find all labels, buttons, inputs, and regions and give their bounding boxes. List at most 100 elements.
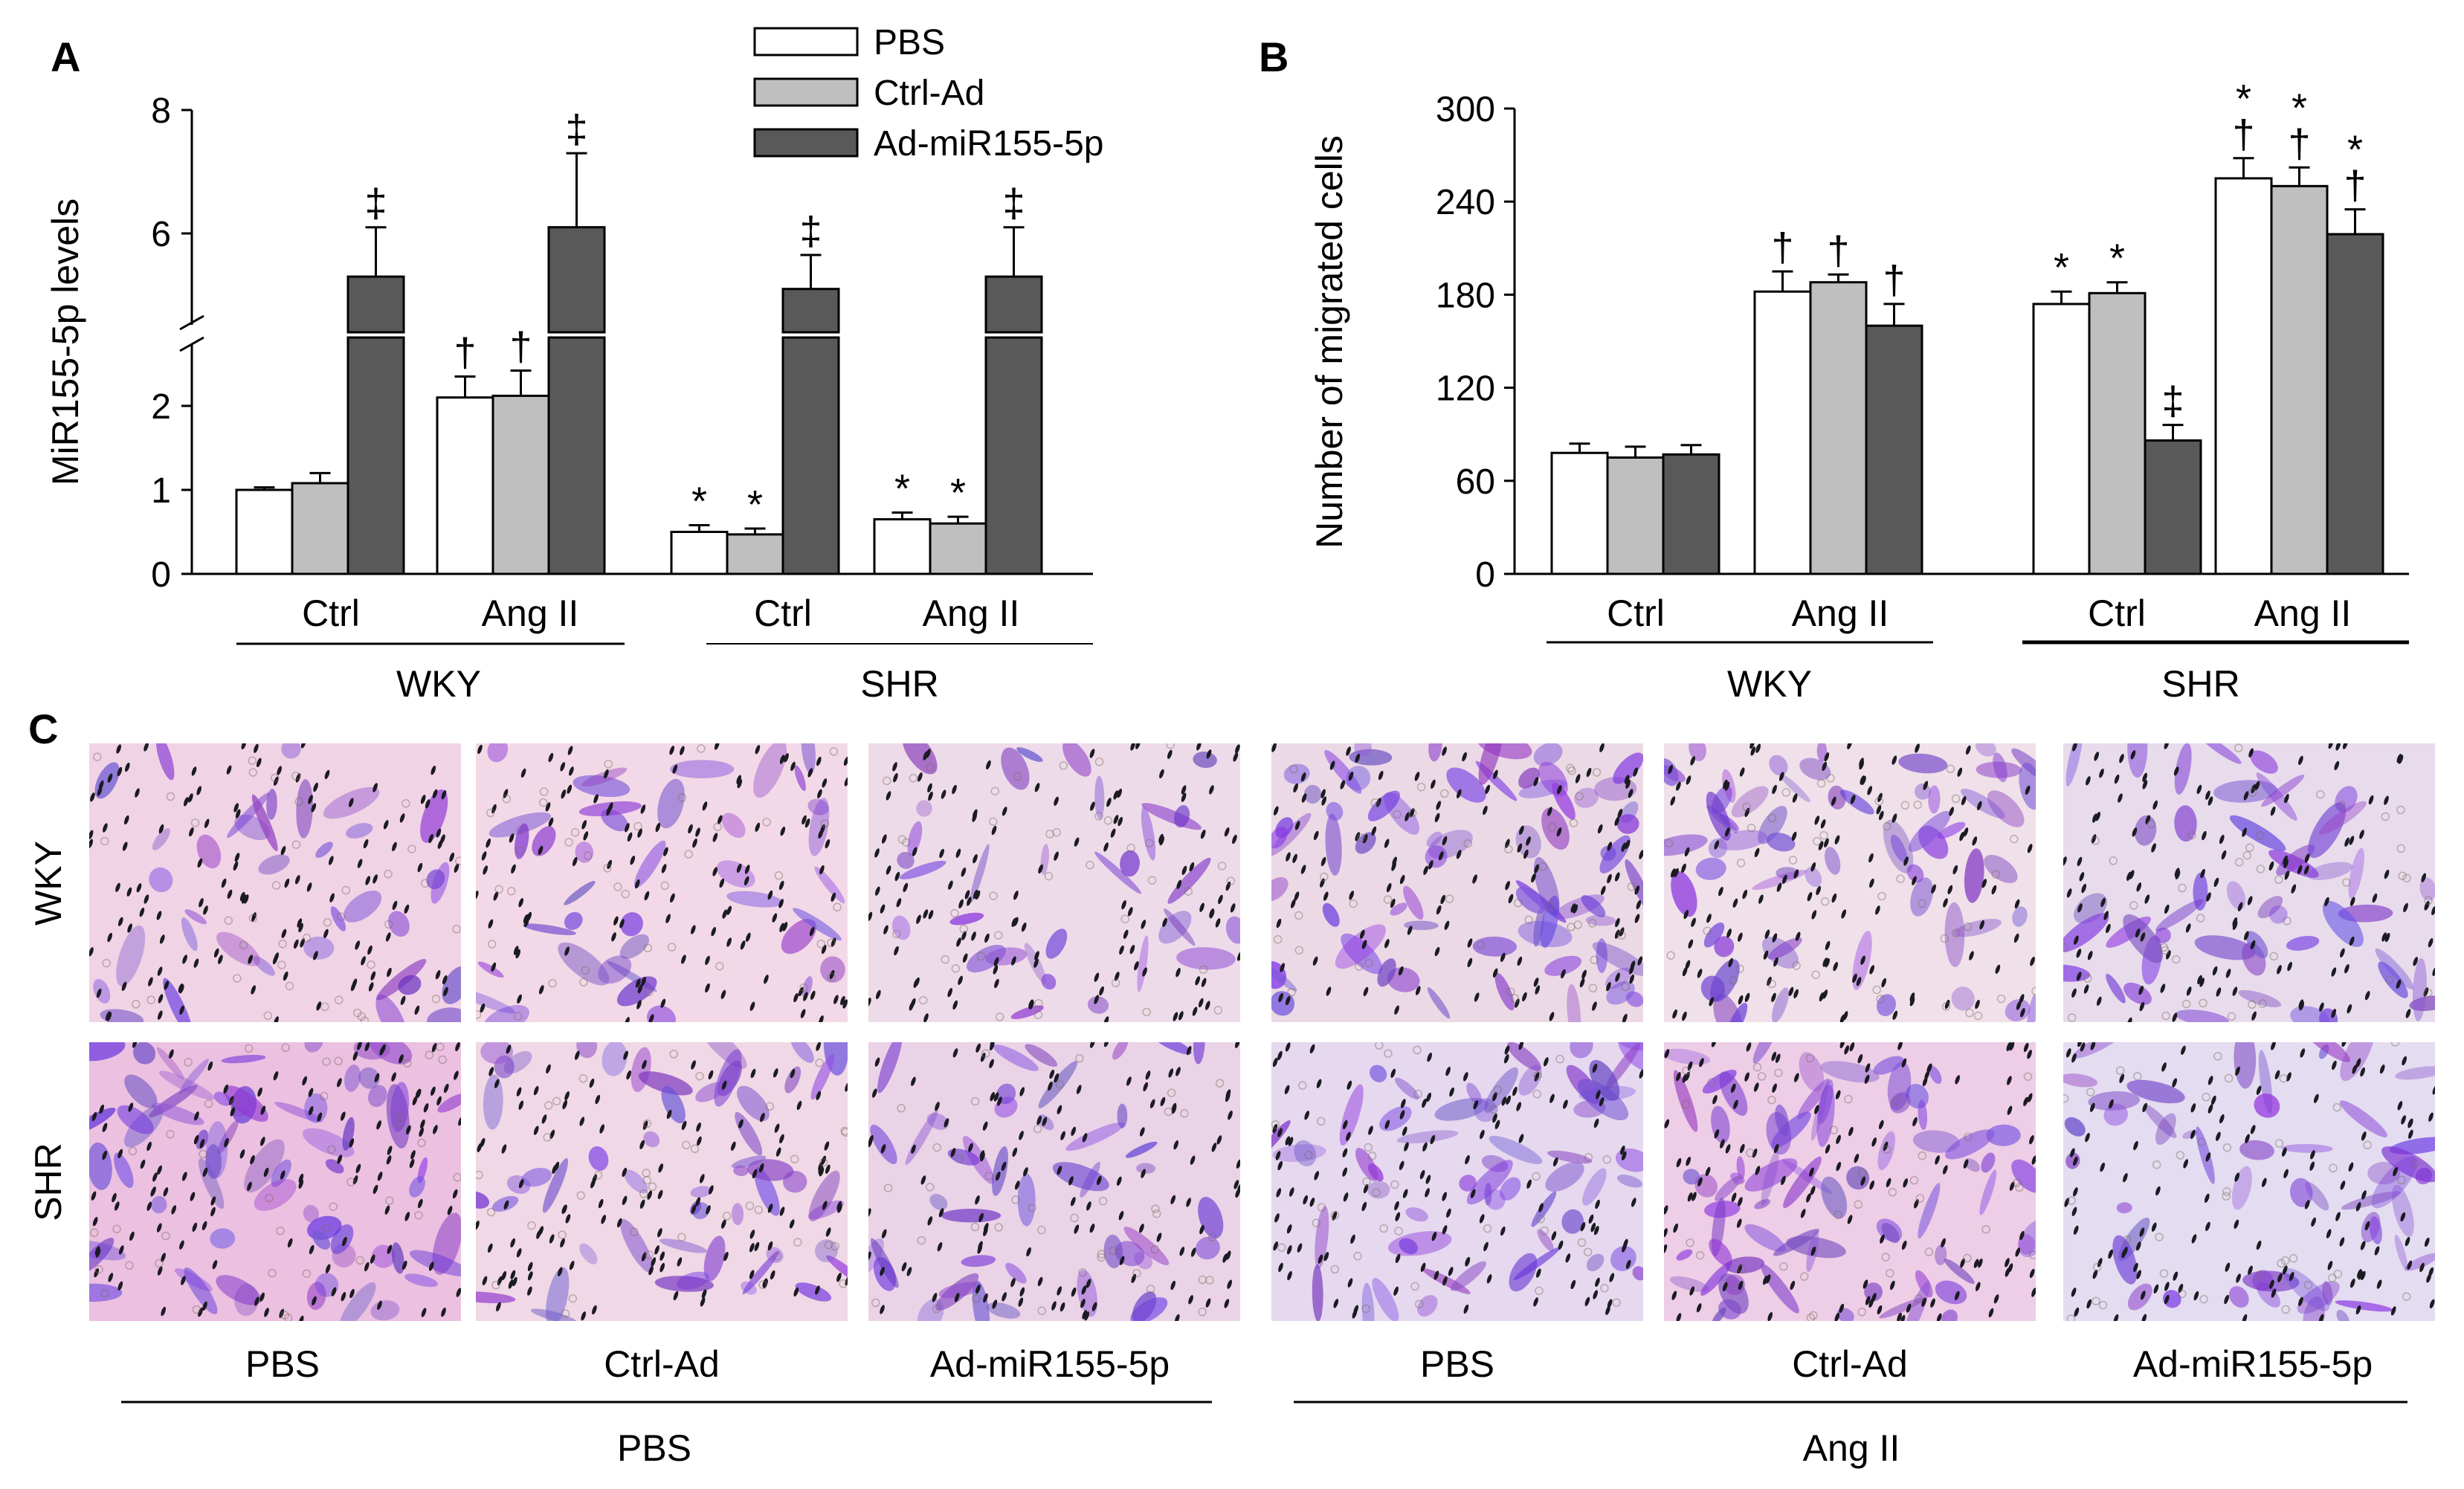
- panel-b-significance-mark: *: [2347, 128, 2363, 172]
- micrograph-texture: [89, 743, 461, 1022]
- panel-b-group-ctrl: Ctrl: [2088, 592, 2146, 634]
- panel-a-bar: [235, 488, 294, 575]
- panel-a-group-ctrl: Ctrl: [302, 592, 360, 634]
- legend-label: Ctrl-Ad: [874, 74, 984, 113]
- panel-a-axis-break-mark: [179, 314, 204, 331]
- micrograph-shr-2: [476, 1042, 848, 1321]
- panel-b-bar: [1662, 453, 1720, 575]
- panel-b-significance-mark: †: [2288, 121, 2310, 166]
- panel-a-ytick-label: 0: [151, 555, 171, 595]
- panel-b-significance-mark: †: [1771, 225, 1793, 270]
- legend-swatch: [753, 27, 859, 56]
- panel-b-bar: [1865, 324, 1923, 575]
- micrograph-texture: [1664, 1042, 2036, 1321]
- panel-b-group-ctrl: Ctrl: [1607, 592, 1665, 634]
- panel-b-ytick-label: 180: [1436, 276, 1495, 315]
- legend-label: PBS: [874, 23, 945, 62]
- micrograph-shr-5: [1664, 1042, 2036, 1321]
- panel-a-group-ctrl: Ctrl: [754, 592, 812, 634]
- panel-a-axis-break-mark: [179, 336, 204, 352]
- panel-a-group-angii: Ang II: [923, 592, 1020, 634]
- panel-a-significance-mark: *: [894, 467, 910, 511]
- micrograph-texture: [476, 1042, 848, 1321]
- panel-a-significance-mark: *: [691, 479, 707, 523]
- panel-a-bar: [781, 336, 840, 575]
- panel-a-significance-mark: ‡: [565, 107, 587, 152]
- panel-a-bar: [547, 336, 606, 575]
- panel-a-letter: A: [51, 33, 80, 80]
- panel-a-significance-mark: ‡: [799, 209, 822, 253]
- legend-swatch: [753, 77, 859, 107]
- panel-a-bar: [436, 396, 494, 575]
- panel-a-group-shr: SHR: [860, 663, 939, 705]
- panel-a-ylabel: MiR155-5p levels: [45, 198, 86, 485]
- panel-c-treatment-pbs: PBS: [617, 1427, 691, 1469]
- micrograph-texture: [89, 1042, 461, 1321]
- micrograph-texture: [868, 1042, 1240, 1321]
- panel-a-group-wky: WKY: [396, 663, 481, 705]
- panel-a-ytick-label: 1: [151, 471, 171, 511]
- panel-c-column-label: PBS: [245, 1343, 320, 1385]
- panel-c-treatment-angii: Ang II: [1803, 1427, 1900, 1469]
- panel-a-bar: [929, 522, 987, 575]
- panel-b-bar: [1606, 456, 1665, 575]
- panel-a-chart: A MiR155-5p levels 0 1 2 6 8 ‡ † † ‡ * * ‡ * * ‡ Ctrl Ang …: [45, 33, 1093, 705]
- panel-a-bar: [984, 275, 1043, 334]
- panel-a-significance-mark: *: [747, 482, 763, 527]
- panel-b-ytick-label: 240: [1436, 183, 1495, 222]
- legend-label: Ad-miR155-5p: [874, 124, 1103, 164]
- panel-b-chart: B Number of migrated cells 0 60 120 180 240 300…: [1259, 33, 2409, 705]
- panel-c-column-label: Ad-miR155-5p: [930, 1343, 1170, 1385]
- panel-b-letter: B: [1259, 33, 1289, 80]
- panel-a-bar: [346, 275, 405, 334]
- panel-a-bar: [291, 482, 349, 575]
- micrograph-wky-3: [868, 743, 1240, 1022]
- micrograph-wky-1: [89, 743, 461, 1022]
- panel-c-column-label: Ctrl-Ad: [604, 1343, 720, 1385]
- panel-a-significance-mark: *: [950, 471, 966, 515]
- panel-b-bar: [1550, 451, 1609, 575]
- panel-b-bar: [1809, 281, 1868, 575]
- panel-b-ytick-label: 0: [1475, 555, 1495, 595]
- micrograph-shr-4: [1271, 1042, 1643, 1321]
- panel-a-bar: [781, 288, 840, 334]
- panel-b-ylabel: Number of migrated cells: [1309, 135, 1350, 549]
- micrograph-shr-1: [89, 1042, 461, 1321]
- micrograph-wky-4: [1271, 743, 1643, 1022]
- panel-c-row-label-wky: WKY: [28, 841, 69, 926]
- panel-b-significance-mark: †: [1883, 258, 1905, 303]
- micrograph-wky-2: [476, 743, 848, 1022]
- panel-b-bar: [2270, 184, 2329, 575]
- panel-a-ytick-label: 8: [151, 91, 171, 131]
- panel-b-significance-mark: *: [2054, 245, 2069, 290]
- panel-c-letter: C: [28, 705, 58, 752]
- panel-a-bar: [547, 226, 606, 334]
- panel-b-bar: [2326, 233, 2384, 575]
- panel-a-ytick-label: 2: [151, 387, 171, 427]
- micrograph-texture: [2063, 1042, 2435, 1321]
- panel-a-bar: [670, 531, 729, 575]
- micrograph-texture: [868, 743, 1240, 1022]
- panel-b-significance-mark: †: [1827, 228, 1849, 273]
- legend: PBS Ctrl-Ad Ad-miR155-5p: [753, 23, 1103, 164]
- panel-a-significance-mark: ‡: [1002, 181, 1025, 226]
- panel-b-significance-mark: *: [2292, 85, 2307, 130]
- panel-b-significance-mark: *: [2236, 77, 2251, 121]
- micrograph-texture: [476, 743, 848, 1022]
- panel-b-ytick-label: 120: [1436, 369, 1495, 409]
- micrograph-texture: [1664, 743, 2036, 1022]
- panel-b-ytick-label: 300: [1436, 90, 1495, 129]
- micrograph-texture: [2063, 743, 2435, 1022]
- panel-b-bar: [1753, 290, 1812, 575]
- panel-a-significance-mark: ‡: [364, 181, 387, 226]
- micrograph-texture: [1271, 1042, 1643, 1321]
- panel-a-bar: [346, 336, 405, 575]
- panel-a-bar: [873, 518, 932, 575]
- panel-b-group-angii: Ang II: [2254, 592, 2352, 634]
- panel-b-ytick-label: 60: [1456, 462, 1495, 502]
- panel-a-group-angii: Ang II: [482, 592, 579, 634]
- panel-b-significance-mark: †: [2232, 112, 2254, 157]
- micrograph-shr-3: [868, 1042, 1240, 1321]
- panel-a-significance-mark: †: [454, 330, 476, 375]
